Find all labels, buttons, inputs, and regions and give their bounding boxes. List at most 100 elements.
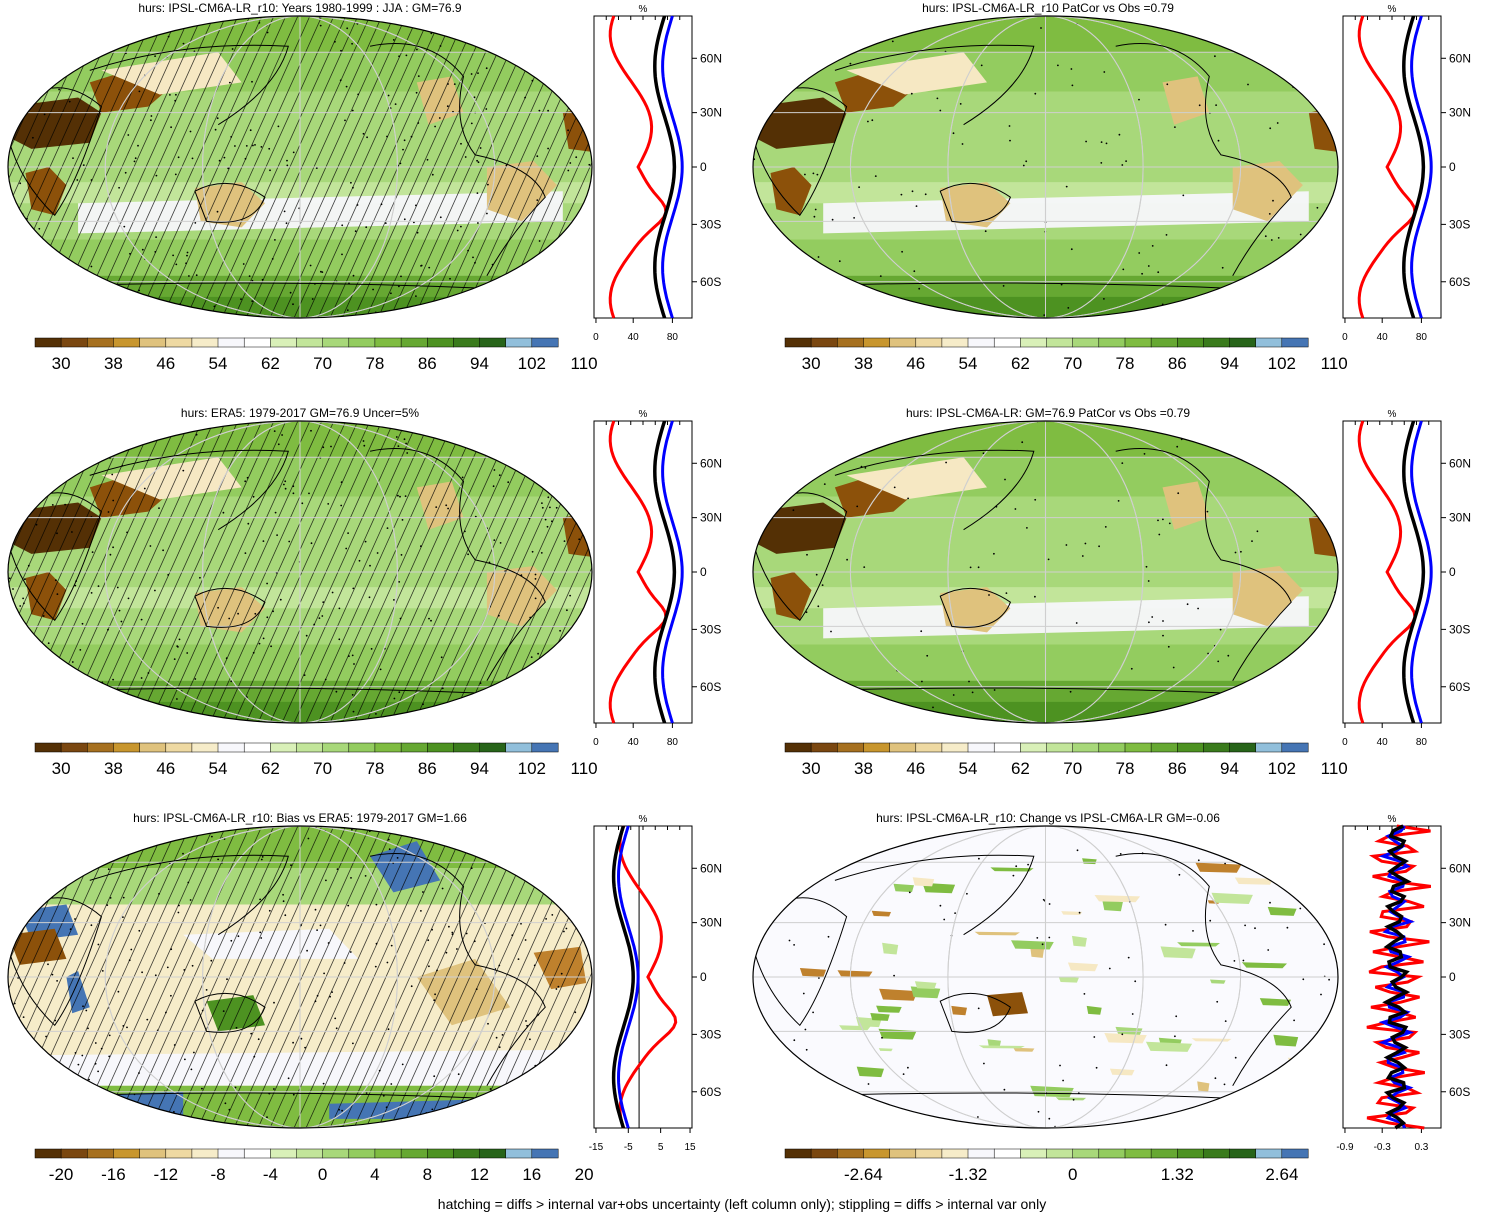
colorbar-label: 110 [571,354,598,373]
colorbar-label: 0 [1068,1165,1077,1184]
data-region [1267,906,1297,916]
profile-xtick-label: 80 [1416,737,1428,748]
colorbar-cell [967,337,995,348]
profile-ytick-label: 30N [700,106,722,120]
profile-xtick-label: 0 [593,332,599,343]
profile-xtick-label: 80 [667,737,679,748]
colorbar-cell [34,742,62,753]
data-region [914,981,937,989]
colorbar-label: 38 [104,354,123,373]
profile-frame [1342,15,1442,319]
profile-ytick-label: 0 [1449,970,1456,984]
profile-xtick-label: -5 [624,1142,633,1153]
colorbar-cell [941,742,969,753]
colorbar-cell [889,742,917,753]
colorbar-label: 2.64 [1265,1165,1298,1184]
colorbar-cell [1020,742,1048,753]
data-region [1210,979,1226,984]
profile-xtick-label: -0.3 [1374,1142,1392,1153]
data-region [1145,1041,1193,1052]
panel-title: hurs: IPSL-CM6A-LR_r10: Change vs IPSL-C… [876,811,1220,825]
profile-ytick-label: 60S [700,1085,721,1099]
colorbar-cell [1150,1148,1178,1159]
colorbar-label: 62 [1011,354,1030,373]
data-region [1160,946,1196,959]
colorbar-cell [1281,742,1309,753]
profile-ytick-label: 60S [700,275,721,289]
colorbar-cell [479,337,507,348]
profile-ytick-label: 60S [1449,275,1470,289]
data-region [912,877,935,887]
data-region [1067,962,1099,972]
profile-black-line [1382,824,1412,1130]
colorbar-label: 110 [1321,354,1348,373]
data-region [940,182,1011,228]
profile-ytick-label: 60N [1449,456,1471,470]
colorbar-cell [1124,742,1152,753]
data-region [856,1066,884,1078]
profile-black-line [1402,420,1426,724]
map-outline [752,825,1339,1129]
profile-ytick-label: 30S [1449,217,1470,231]
colorbar-cell [915,337,943,348]
profile-xtick-label: 0 [593,737,599,748]
colorbar-cell [322,742,350,753]
data-region [1109,1068,1135,1076]
profile-black-line [653,15,677,319]
data-region [910,986,941,999]
colorbar-label: 78 [365,354,384,373]
colorbar-label: 70 [313,354,332,373]
colorbar-label: 1.32 [1161,1165,1194,1184]
colorbar-label: 86 [418,354,437,373]
profile-ytick-label: 30N [1449,106,1471,120]
data-region [533,946,587,990]
colorbar-label: 86 [418,759,437,778]
colorbar-label: 94 [1220,354,1239,373]
data-region [1195,862,1242,873]
colorbar-label: 30 [802,354,821,373]
data-region [879,988,918,1001]
colorbar-cell [348,1148,376,1159]
colorbar-cell [967,1148,995,1159]
colorbar-cell [863,337,891,348]
data-region [1055,1097,1087,1101]
data-region [753,97,847,149]
map-field [8,421,592,723]
colorbar-label: 70 [1063,354,1082,373]
profile-units: % [639,814,648,825]
colorbar-cell [915,1148,943,1159]
map-panel-6 [752,825,1339,1129]
profile-ytick-label: 30N [1449,511,1471,525]
colorbar-label: 86 [1168,354,1187,373]
map-field [8,16,592,318]
colorbar-4: 30 38 46 54 62 70 78 86 94 102 110 [784,742,1348,778]
profile-ytick-label: 60N [1449,861,1471,875]
colorbar-cell [1281,337,1309,348]
data-region [1241,962,1287,969]
colorbar-cell [374,337,402,348]
data-region [101,52,242,95]
colorbar-cell [505,742,533,753]
profile-frame [1342,420,1442,724]
profile-ytick-label: 30N [700,916,722,930]
colorbar-cell [34,1148,62,1159]
colorbar-cell [1177,337,1204,348]
profile-blue-line [616,825,640,1129]
data-region [8,928,67,965]
data-region [987,1039,1001,1047]
colorbar-label: 38 [854,759,873,778]
profile-xtick-label: 0.3 [1414,1142,1428,1153]
map-panel-1 [7,15,593,319]
colorbar-cell [479,742,507,753]
colorbar-cell [322,337,350,348]
data-region [1013,1047,1035,1052]
data-region [770,572,812,621]
data-region [8,97,102,149]
map-outline [7,825,593,1129]
data-region [990,867,1034,872]
profile-frame [593,825,693,1129]
profile-blue-line [661,15,684,319]
colorbar-cell [784,1148,812,1159]
data-region [1275,1086,1311,1096]
